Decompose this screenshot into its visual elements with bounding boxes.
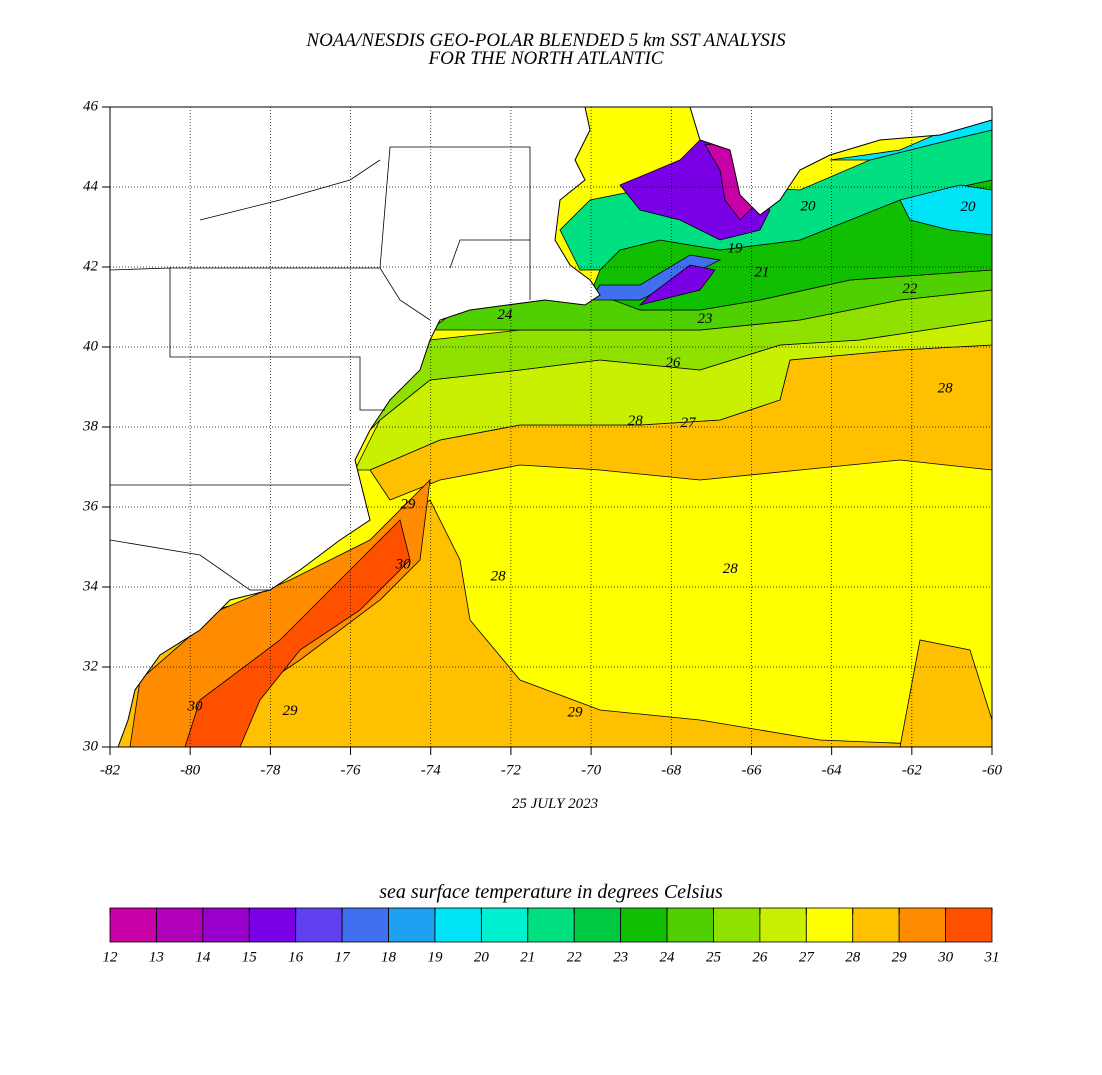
x-tick-label: -68 [661,762,681,778]
x-tick-label: -74 [421,762,441,778]
colorbar-swatch [434,907,482,943]
colorbar-swatch [713,907,761,943]
contour-label: 21 [754,264,769,280]
colorbar-swatch [945,907,993,943]
sst-zone [829,109,992,161]
title-line: NOAA/NESDIS GEO-POLAR BLENDED 5 km SST A… [305,30,786,51]
contour-label: 30 [395,556,412,572]
colorbar-tick-label: 13 [149,949,164,965]
x-tick-label: -66 [741,762,761,778]
contour-label: 29 [283,703,299,719]
x-tick-label: -72 [501,762,521,778]
colorbar-tick-label: 19 [427,949,443,965]
x-tick-label: -70 [581,762,601,778]
x-tick-label: -62 [902,762,922,778]
colorbar-tick-label: 23 [613,949,628,965]
colorbar-swatch [202,907,250,943]
colorbar-swatch [852,907,900,943]
colorbar: 12 13 14 15 16 17 18 19 20 21 22 23 24 25 26 27 28 29 30 31 [103,907,1000,965]
sst-zone [899,184,992,236]
y-tick-label: 44 [83,178,99,194]
contour-label: 29 [400,496,416,512]
y-tick-label: 38 [82,418,99,434]
contour-label: 26 [665,355,681,371]
y-tick-label: 34 [82,578,99,594]
contour-label: 24 [497,307,513,323]
sst-zone [638,264,716,306]
contour-label: 23 [697,311,712,327]
colorbar-swatch [759,907,807,943]
map-frame [109,106,993,748]
colorbar-swatch [480,907,529,943]
colorbar-tick-label: 24 [660,949,676,965]
colorbar-swatch [109,907,157,943]
colorbar-tick-label: 20 [474,949,490,965]
colorbar-tick-label: 16 [288,949,304,965]
y-tick-label: 42 [83,258,99,274]
y-tick-label: 36 [82,498,99,514]
colorbar-tick-label: 29 [892,949,908,965]
y-tick-label: 32 [82,658,99,674]
y-tick-label: 46 [83,98,99,114]
contour-label: 28 [938,380,954,396]
contour-label: 27 [681,415,698,431]
x-tick-label: -64 [822,762,842,778]
y-tick-label: 30 [82,738,99,754]
colorbar-tick-label: 26 [752,949,768,965]
x-tick-label: -76 [341,762,361,778]
contour-label: 30 [186,698,203,714]
colorbar-tick-label: 22 [567,949,583,965]
date: 25 JULY 2023 [512,796,598,812]
y-tick-label: 40 [83,338,99,354]
colorbar-swatch [156,907,204,943]
graticule: -82 -80 -78 -76 -74 -72 -70 -68 -66 -64 -62 -60 30 32… [82,98,1002,778]
colorbar-swatch [341,907,389,943]
colorbar-swatch [527,907,575,943]
colorbar-swatch [248,907,297,943]
colorbar-tick-label: 31 [984,949,1000,965]
colorbar-swatch [805,907,854,943]
colorbar-tick-label: 17 [335,949,352,965]
colorbar-tick-label: 21 [520,949,535,965]
colorbar-tick-label: 15 [242,949,258,965]
x-tick-label: -60 [982,762,1002,778]
colorbar-tick-label: 30 [937,949,954,965]
colorbar-swatch [666,907,714,943]
sst-zone [184,519,411,747]
colorbar-swatch [295,907,343,943]
colorbar-swatch [620,907,668,943]
colorbar-tick-label: 27 [799,949,816,965]
contour-label: 20 [960,199,976,215]
colorbar-tick-label: 28 [845,949,861,965]
contour-label: 20 [800,198,816,214]
contour-label: 22 [902,281,918,297]
colorbar-tick-label: 14 [195,949,211,965]
x-tick-label: -82 [100,762,120,778]
x-tick-label: -78 [260,762,280,778]
colorbar-tick-label: 18 [381,949,397,965]
contour-label: 29 [568,704,584,720]
colorbar-tick-label: 25 [706,949,722,965]
colorbar-swatch [573,907,622,943]
colorbar-swatch [388,907,436,943]
colorbar-title: sea surface temperature in degrees Celsi… [379,881,723,903]
contour-label: 28 [491,568,507,584]
contour-label: 19 [728,240,744,256]
contour-label: 28 [723,561,739,577]
title-line: FOR THE NORTH ATLANTIC [428,48,664,69]
colorbar-swatch [898,907,946,943]
contour-label: 28 [628,413,644,429]
colorbar-tick-label: 12 [103,949,119,965]
sst-zone [359,289,992,441]
x-tick-label: -80 [180,762,200,778]
